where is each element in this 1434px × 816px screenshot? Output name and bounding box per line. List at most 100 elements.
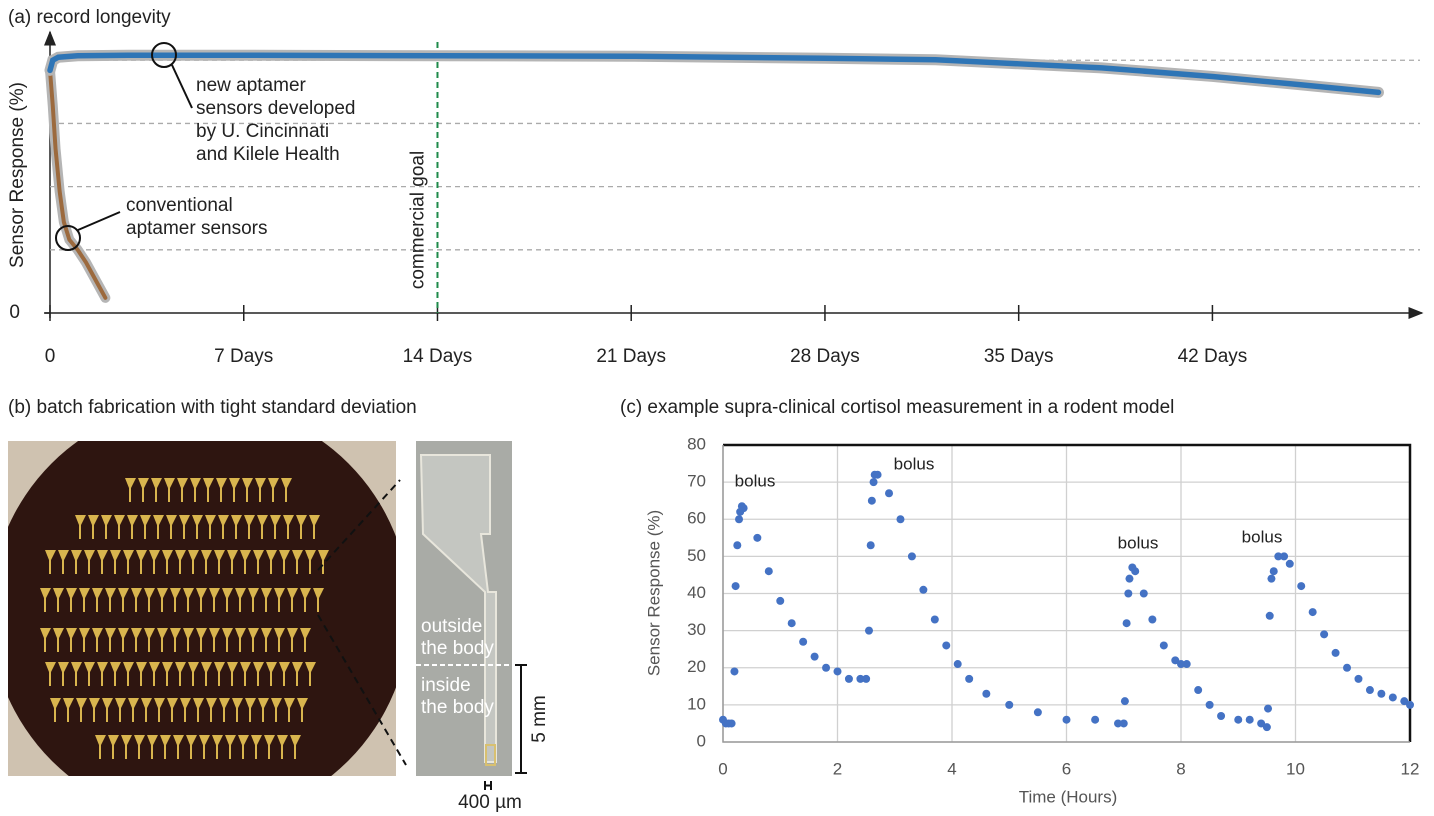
- electrode: [144, 588, 155, 612]
- data-point: [753, 533, 762, 542]
- electrode: [71, 550, 82, 574]
- electrode: [271, 698, 282, 722]
- electrode: [232, 698, 243, 722]
- electrode: [183, 588, 194, 612]
- electrode: [123, 662, 134, 686]
- electrode: [225, 735, 236, 759]
- data-point: [896, 515, 905, 524]
- electrode: [40, 628, 51, 652]
- x-tick-label: 12: [1401, 759, 1420, 778]
- data-point: [1365, 686, 1374, 695]
- electrode-rows: [40, 478, 329, 759]
- electrode: [248, 628, 259, 652]
- data-point: [1297, 582, 1306, 591]
- electrode: [66, 588, 77, 612]
- photo-label: outside: [421, 616, 482, 637]
- electrode: [58, 550, 69, 574]
- data-point: [1205, 700, 1214, 709]
- series-label: new aptamer: [196, 75, 307, 96]
- electrode: [235, 628, 246, 652]
- electrode: [284, 698, 295, 722]
- electrode: [84, 662, 95, 686]
- x-tick-label: 6: [1062, 759, 1071, 778]
- electrode: [110, 550, 121, 574]
- electrode: [97, 550, 108, 574]
- electrode: [53, 628, 64, 652]
- electrode: [218, 515, 229, 539]
- electrode: [177, 478, 188, 502]
- electrode: [105, 588, 116, 612]
- data-point: [1177, 660, 1185, 669]
- x-tick-label: 35 Days: [984, 346, 1054, 367]
- electrode: [270, 515, 281, 539]
- electrode: [274, 628, 285, 652]
- electrode: [154, 698, 165, 722]
- y-tick-label: 20: [687, 657, 706, 676]
- data-point: [869, 478, 878, 487]
- data-point: [1280, 552, 1289, 561]
- series-line: [48, 68, 108, 300]
- electrode: [305, 662, 316, 686]
- y-tick-label: 10: [687, 694, 706, 713]
- electrode: [266, 662, 277, 686]
- electrode: [110, 662, 121, 686]
- callout-circle: [151, 42, 177, 68]
- electrode: [162, 662, 173, 686]
- electrode: [190, 478, 201, 502]
- data-point: [867, 496, 876, 505]
- zoom-line: [317, 614, 407, 766]
- data-point: [1148, 615, 1157, 624]
- data-point: [1139, 589, 1148, 598]
- data-point: [919, 585, 928, 594]
- data-point: [1264, 704, 1273, 713]
- data-point: [1377, 689, 1386, 698]
- series-label: sensors developed: [196, 98, 356, 119]
- electrode: [266, 550, 277, 574]
- data-point: [1343, 663, 1352, 672]
- data-point: [1257, 719, 1266, 728]
- electrode: [71, 662, 82, 686]
- wafer-photo: [8, 441, 396, 776]
- electrode: [292, 550, 303, 574]
- y-axis-label: Sensor Response (%): [7, 82, 28, 268]
- electrode: [261, 588, 272, 612]
- data-point: [866, 541, 875, 550]
- y-tick-label: 0: [9, 302, 20, 323]
- electrode: [214, 662, 225, 686]
- data-point: [833, 667, 842, 676]
- data-point: [1005, 700, 1014, 709]
- panel-c: 0 10 20 30 40 50 60 70 80 0 2 4 6 8 10 12 Time (Hours) Se…: [644, 434, 1419, 806]
- electrode: [257, 515, 268, 539]
- electrode: [279, 550, 290, 574]
- y-tick-label: 0: [697, 731, 706, 750]
- x-tick-label: 42 Days: [1178, 346, 1248, 367]
- electrode: [170, 588, 181, 612]
- data-point: [1285, 559, 1294, 568]
- data-point: [1354, 674, 1363, 683]
- electrode: [140, 515, 151, 539]
- data-point: [930, 615, 939, 624]
- electrode: [309, 515, 320, 539]
- data-point: [1033, 708, 1042, 717]
- series-line: [47, 52, 1382, 96]
- electrode: [253, 662, 264, 686]
- electrode: [277, 735, 288, 759]
- electrode: [199, 735, 210, 759]
- annotation: bolus: [894, 454, 935, 473]
- data-point: [1245, 715, 1254, 724]
- series-label: conventional: [126, 195, 233, 216]
- electrode: [253, 550, 264, 574]
- electrode: [227, 550, 238, 574]
- electrode: [149, 550, 160, 574]
- electrode: [300, 628, 311, 652]
- electrode: [105, 628, 116, 652]
- data-point: [907, 552, 916, 561]
- electrode: [131, 628, 142, 652]
- photo-label: the body: [421, 697, 494, 718]
- electrode: [292, 662, 303, 686]
- electrode: [290, 735, 301, 759]
- electrode: [164, 478, 175, 502]
- electrode: [79, 588, 90, 612]
- electrode: [212, 735, 223, 759]
- electrode: [40, 588, 51, 612]
